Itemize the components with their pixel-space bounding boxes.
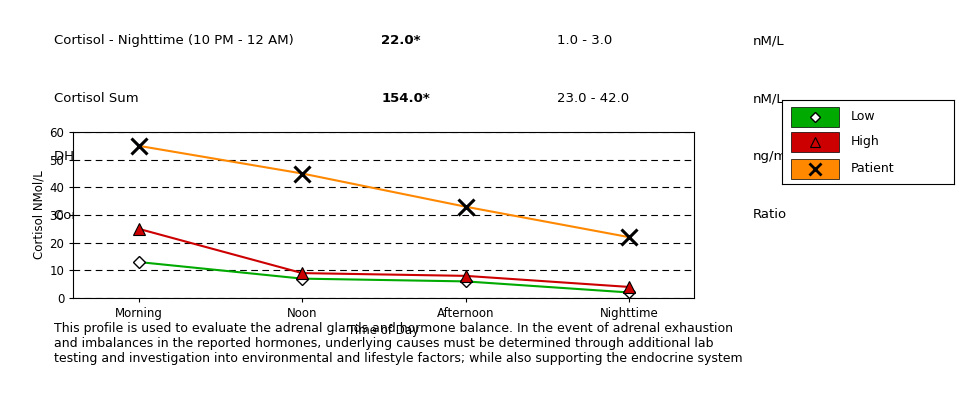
X-axis label: Time of Day: Time of Day <box>348 324 419 337</box>
Text: nM/L: nM/L <box>752 34 784 47</box>
Text: nM/L: nM/L <box>752 92 784 105</box>
Text: 154.0*: 154.0* <box>381 92 430 105</box>
Text: 23.0 - 42.0: 23.0 - 42.0 <box>557 92 629 105</box>
Text: NoCalc: NoCalc <box>381 208 427 221</box>
Text: 8.50: 8.50 <box>381 150 410 163</box>
Text: Low: Low <box>850 110 874 123</box>
Text: 1.0 - 3.0: 1.0 - 3.0 <box>557 34 612 47</box>
Text: 22.0*: 22.0* <box>381 34 420 47</box>
Text: DHEA-S Average: DHEA-S Average <box>54 150 163 163</box>
Text: Cortisol Sum: Cortisol Sum <box>54 92 139 105</box>
Text: Cortisol/DHEA-S Ratio: Cortisol/DHEA-S Ratio <box>54 208 197 221</box>
Text: Cortisol - Nighttime (10 PM - 12 AM): Cortisol - Nighttime (10 PM - 12 AM) <box>54 34 293 47</box>
Text: This profile is used to evaluate the adrenal glands and hormone balance. In the : This profile is used to evaluate the adr… <box>54 322 742 365</box>
Text: 2.00 - 10.00: 2.00 - 10.00 <box>557 150 637 163</box>
Text: High: High <box>850 136 878 148</box>
Text: 5.0 - 6.0: 5.0 - 6.0 <box>557 208 612 221</box>
FancyBboxPatch shape <box>790 159 838 179</box>
FancyBboxPatch shape <box>790 107 838 127</box>
Y-axis label: Cortisol NMol/L: Cortisol NMol/L <box>32 171 45 259</box>
FancyBboxPatch shape <box>790 132 838 152</box>
Text: Patient: Patient <box>850 162 894 175</box>
Text: Ratio: Ratio <box>752 208 786 221</box>
Text: ng/mL: ng/mL <box>752 150 794 163</box>
